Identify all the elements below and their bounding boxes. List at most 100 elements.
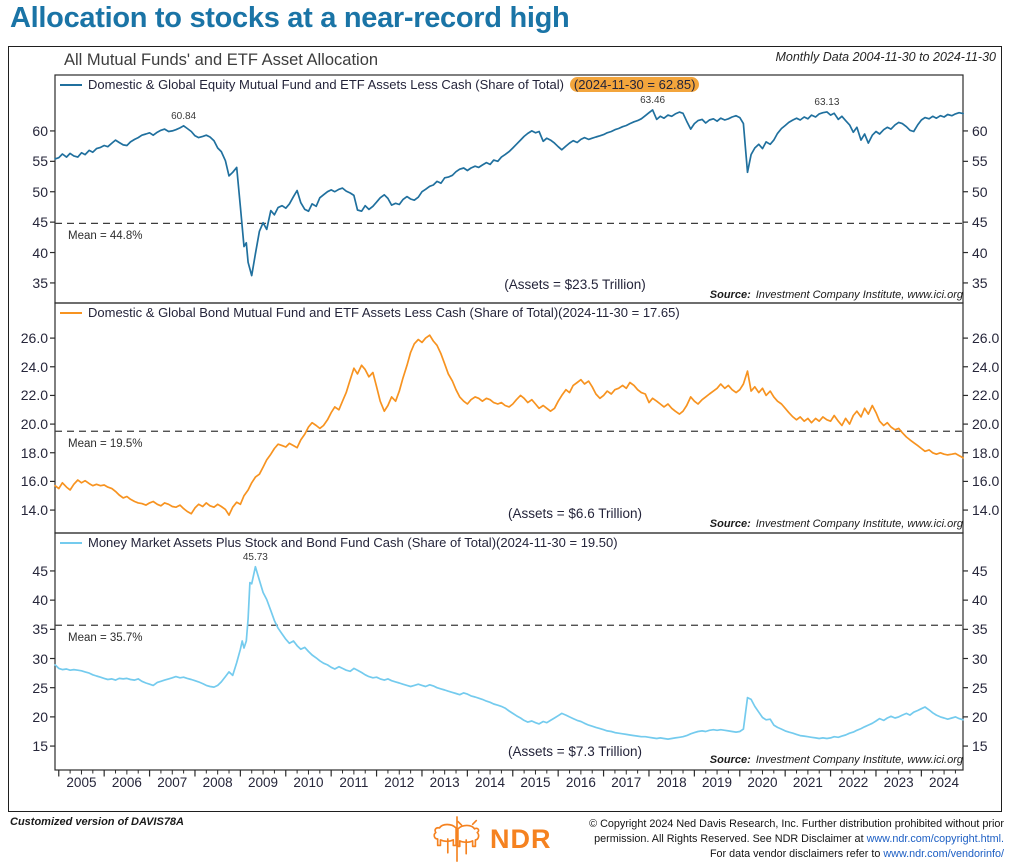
y-axis-tick-label-left: 60 [32, 122, 48, 139]
x-axis-year-label: 2005 [66, 775, 97, 790]
source-text: Investment Company Institute, www.ici.or… [755, 518, 963, 530]
legend-equity-latest-value-highlight: (2024-11-30 = 62.85) [569, 77, 700, 92]
annotation-equity-2007-peak: 60.84 [171, 110, 197, 122]
x-axis-year-label: 2008 [202, 775, 233, 790]
y-axis-tick-label-right: 50 [972, 183, 988, 200]
period-range-label: Monthly Data 2004-11-30 to 2024-11-30 [775, 50, 996, 64]
x-axis-year-label: 2013 [429, 775, 460, 790]
x-axis-year-label: 2014 [475, 775, 506, 790]
bond-line-swatch [60, 311, 82, 314]
x-axis-year-label: 2009 [248, 775, 279, 790]
y-axis-tick-label-left: 22.0 [20, 387, 48, 404]
chart-title: All Mutual Funds' and ETF Asset Allocati… [64, 51, 379, 69]
y-axis-tick-label-left: 18.0 [20, 444, 48, 461]
y-axis-tick-label-right: 16.0 [972, 473, 1000, 490]
y-axis-tick-label-right: 35 [972, 621, 988, 638]
annotation-equity-2021-peak: 63.13 [814, 96, 840, 108]
assets-label-equity: (Assets = $23.5 Trillion) [504, 277, 646, 292]
x-axis-year-label: 2024 [929, 775, 960, 790]
y-axis-tick-label-right: 55 [972, 153, 988, 170]
source-text: Investment Company Institute, www.ici.or… [755, 754, 963, 766]
source-prefix: Source: [709, 289, 751, 301]
assets-label-bond: (Assets = $6.6 Trillion) [508, 506, 642, 521]
x-axis-year-label: 2016 [565, 775, 596, 790]
y-axis-tick-label-left: 40 [32, 244, 48, 261]
x-axis-year-label: 2017 [611, 775, 642, 790]
x-axis-year-label: 2022 [838, 775, 869, 790]
y-axis-tick-label-right: 40 [972, 592, 988, 609]
legend-equity: Domestic & Global Equity Mutual Fund and… [60, 77, 700, 92]
y-axis-tick-label-left: 35 [32, 621, 48, 638]
mean-label-bond: Mean = 19.5% [68, 438, 143, 451]
y-axis-tick-label-right: 45 [972, 562, 988, 579]
assets-label-money-market: (Assets = $7.3 Trillion) [508, 744, 642, 759]
y-axis-tick-label-left: 20.0 [20, 416, 48, 433]
y-axis-tick-label-right: 15 [972, 738, 988, 755]
legend-bond: Domestic & Global Bond Mutual Fund and E… [60, 305, 680, 320]
page-title: Allocation to stocks at a near-record hi… [10, 2, 570, 34]
vendorinfo-link[interactable]: www.ndr.com/vendorinfo/ [883, 848, 1004, 860]
source-prefix: Source: [709, 754, 751, 766]
equity-line-swatch [60, 83, 82, 86]
legend-equity-label: Domestic & Global Equity Mutual Fund and… [88, 77, 564, 92]
x-axis-year-label: 2012 [384, 775, 415, 790]
legend-money-market: Money Market Assets Plus Stock and Bond … [60, 535, 618, 550]
x-axis-year-label: 2010 [293, 775, 324, 790]
y-axis-tick-label-left: 14.0 [20, 502, 48, 519]
y-axis-tick-label-left: 24.0 [20, 358, 48, 375]
x-axis-year-label: 2011 [339, 775, 369, 790]
copyright-link[interactable]: www.ndr.com/copyright.html. [866, 833, 1004, 845]
copyright-line-3: For data vendor disclaimers refer to www… [709, 848, 1004, 860]
x-axis-year-label: 2023 [883, 775, 914, 790]
y-axis-tick-label-left: 16.0 [20, 473, 48, 490]
copyright-line-2: permission. All Rights Reserved. See NDR… [594, 833, 1004, 845]
y-axis-tick-label-right: 25 [972, 679, 988, 696]
x-axis-year-label: 2020 [747, 775, 778, 790]
x-axis-year-label: 2019 [702, 775, 733, 790]
y-axis-tick-label-right: 14.0 [972, 502, 1000, 519]
y-axis-tick-label-left: 25 [32, 679, 48, 696]
x-axis-year-label: 2015 [520, 775, 551, 790]
mean-label-money-market: Mean = 35.7% [68, 632, 143, 645]
copyright-block: © Copyright 2024 Ned Davis Research, Inc… [589, 817, 1004, 862]
source-label-bond: Source: Investment Company Institute, www… [710, 518, 963, 530]
source-label-equity: Source: Investment Company Institute, www… [710, 289, 963, 301]
money-market-line-swatch [60, 541, 82, 544]
y-axis-tick-label-left: 50 [32, 183, 48, 200]
legend-money-market-label: Money Market Assets Plus Stock and Bond … [88, 535, 618, 550]
y-axis-tick-label-right: 60 [972, 122, 988, 139]
y-axis-tick-label-right: 40 [972, 244, 988, 261]
y-axis-tick-label-left: 55 [32, 153, 48, 170]
copyright-line-1: © Copyright 2024 Ned Davis Research, Inc… [589, 818, 1004, 830]
y-axis-tick-label-left: 20 [32, 708, 48, 725]
x-axis-year-label: 2006 [111, 775, 142, 790]
y-axis-tick-label-left: 26.0 [20, 330, 48, 347]
x-axis-year-label: 2007 [157, 775, 188, 790]
y-axis-tick-label-right: 30 [972, 650, 988, 667]
y-axis-tick-label-right: 24.0 [972, 358, 1000, 375]
y-axis-tick-label-left: 35 [32, 274, 48, 291]
source-prefix: Source: [709, 518, 751, 530]
x-axis-year-label: 2018 [656, 775, 687, 790]
y-axis-tick-label-right: 20.0 [972, 416, 1000, 433]
y-axis-tick-label-right: 22.0 [972, 387, 1000, 404]
y-axis-tick-label-left: 15 [32, 738, 48, 755]
x-axis-year-label: 2021 [792, 775, 823, 790]
y-axis-tick-label-right: 35 [972, 274, 988, 291]
annotation-money-market-2009-peak: 45.73 [242, 551, 268, 563]
source-label-money-market: Source: Investment Company Institute, www… [710, 754, 963, 766]
chart-outer-frame [8, 46, 1002, 812]
y-axis-tick-label-left: 40 [32, 592, 48, 609]
y-axis-tick-label-left: 45 [32, 214, 48, 231]
source-text: Investment Company Institute, www.ici.or… [755, 289, 963, 301]
y-axis-tick-label-right: 20 [972, 708, 988, 725]
mean-label-equity: Mean = 44.8% [68, 230, 143, 243]
y-axis-tick-label-left: 45 [32, 562, 48, 579]
annotation-equity-2018-peak: 63.46 [640, 94, 666, 106]
legend-bond-label: Domestic & Global Bond Mutual Fund and E… [88, 305, 680, 320]
ndr-logo: NDR [428, 816, 552, 862]
ndr-bear-bull-icon [433, 816, 480, 862]
y-axis-tick-label-left: 30 [32, 650, 48, 667]
y-axis-tick-label-right: 18.0 [972, 444, 1000, 461]
